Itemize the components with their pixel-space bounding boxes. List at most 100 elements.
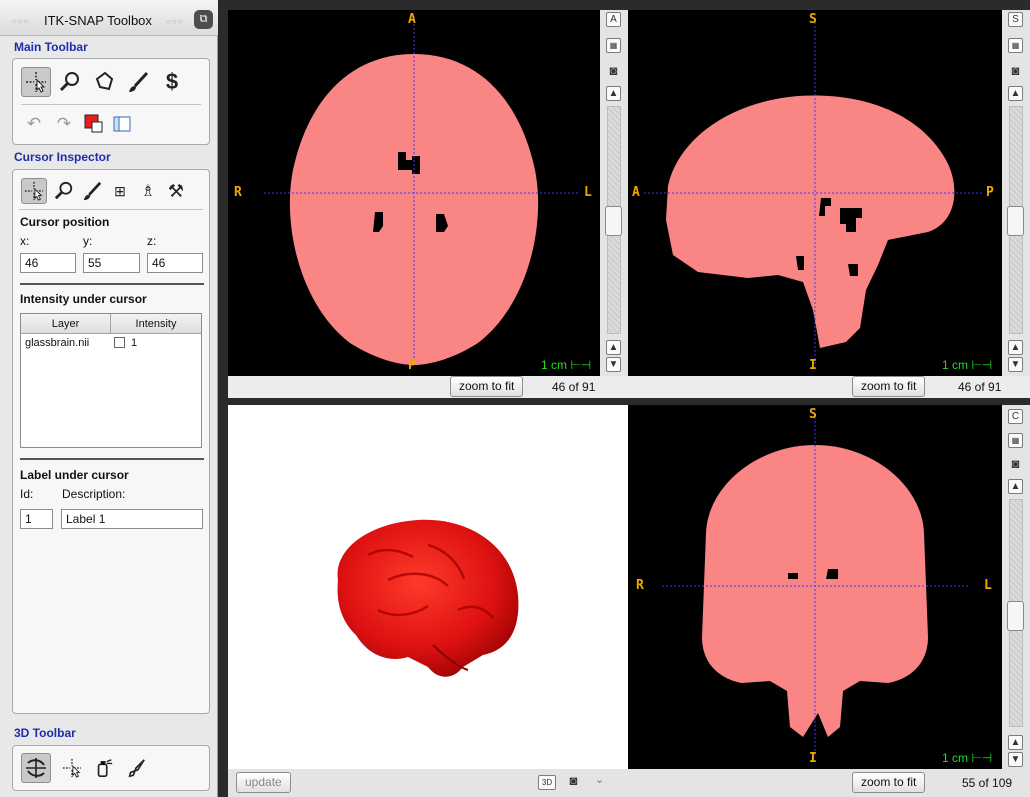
scroll-up-icon[interactable]: ▲	[606, 340, 621, 355]
sagittal-sidebar: S ▦ ◙ ▲ ▲ ▼	[1002, 10, 1030, 376]
crosshair-3d-icon[interactable]	[59, 755, 85, 781]
coronal-view[interactable]: S I R L 1 cm ⊢⊣	[628, 405, 1002, 769]
sagittal-bottom-label: I	[809, 358, 817, 373]
y-label: y:	[83, 234, 93, 248]
toolbox-titlebar[interactable]: ○○○ ITK-SNAP Toolbox ○○○ ⧉	[0, 0, 218, 36]
coronal-right-label: L	[984, 578, 992, 593]
crosshair-tab-icon[interactable]	[21, 178, 47, 204]
scale-label: 1 cm	[942, 358, 969, 372]
grip-icon: ○○○	[166, 17, 184, 26]
table-row-intensity[interactable]: 1	[114, 335, 200, 352]
scroll-up-icon[interactable]: ▲	[606, 86, 621, 101]
layer-column-header[interactable]: Layer	[21, 314, 111, 334]
paintbrush-tab-icon[interactable]	[79, 178, 105, 204]
scroll-up-icon[interactable]: ▲	[1008, 340, 1023, 355]
camera-icon[interactable]: ◙	[609, 63, 618, 78]
main-toolbar-title: Main Toolbar	[14, 40, 88, 54]
scroll-up-icon[interactable]: ▲	[1008, 479, 1023, 494]
crosshair-tool-icon[interactable]	[21, 67, 51, 97]
intensity-column-header[interactable]: Intensity	[111, 314, 201, 334]
axial-zoom-to-fit-button[interactable]: zoom to fit	[450, 376, 524, 397]
coronal-sidebar: C ▦ ◙ ▲ ▲ ▼	[1002, 405, 1030, 769]
axial-scale-bar: 1 cm ⊢⊣	[541, 358, 592, 372]
brain-mesh	[337, 519, 519, 677]
slice-scroll-thumb[interactable]	[1007, 206, 1024, 236]
slice-scroll-thumb[interactable]	[1007, 601, 1024, 631]
redo-icon[interactable]: ↷	[56, 114, 72, 133]
polygon-tool-icon[interactable]	[91, 69, 117, 95]
chevron-down-icon[interactable]: ⌄	[594, 774, 605, 786]
scroll-down-icon[interactable]: ▼	[1008, 752, 1023, 767]
axial-view[interactable]: A P R L 1 cm ⊢⊣	[228, 10, 600, 376]
coronal-zoom-to-fit-button[interactable]: zoom to fit	[852, 772, 926, 793]
grid-icon[interactable]: ▦	[606, 38, 621, 53]
scalpel-icon[interactable]	[123, 755, 149, 781]
cursor-x-field[interactable]: 46	[20, 253, 76, 273]
sagittal-bottom-bar: zoom to fit 46 of 91	[628, 376, 1030, 398]
intensity-heading: Intensity under cursor	[20, 292, 147, 306]
detach-icon[interactable]: ⧉	[194, 10, 213, 29]
sagittal-view[interactable]: S I A P 1 cm ⊢⊣	[628, 10, 1002, 376]
toolbox-panel: ○○○ ITK-SNAP Toolbox ○○○ ⧉ Main Toolbar …	[0, 0, 218, 797]
coronal-top-label: S	[809, 407, 817, 422]
table-row-layer[interactable]: glassbrain.nii	[25, 337, 90, 349]
axial-top-label: A	[408, 12, 416, 27]
label-id-field[interactable]: 1	[20, 509, 53, 529]
camera-icon[interactable]: ◙	[569, 773, 578, 788]
intensity-value: 1	[131, 337, 138, 349]
sagittal-segmentation	[644, 18, 984, 366]
spray-paint-icon[interactable]	[91, 755, 117, 781]
coronal-segmentation	[662, 413, 968, 757]
grid-icon[interactable]: ▦	[1008, 38, 1023, 53]
axial-bottom-bar: zoom to fit 46 of 91	[228, 376, 628, 398]
axial-slice-indicator: 46 of 91	[552, 380, 596, 394]
sagittal-scale-bar: 1 cm ⊢⊣	[942, 358, 993, 372]
axial-right-label: L	[584, 185, 592, 200]
tools-tab-icon[interactable]: ⚒	[167, 180, 185, 201]
cursor-inspector-title: Cursor Inspector	[14, 150, 111, 164]
update-button[interactable]: update	[236, 772, 291, 793]
camera-icon[interactable]: ◙	[1011, 63, 1020, 78]
axial-layout-button[interactable]: A	[606, 12, 621, 27]
rotate-3d-icon[interactable]	[21, 753, 51, 783]
coronal-layout-button[interactable]: C	[1008, 409, 1023, 424]
sagittal-slice-indicator: 46 of 91	[958, 380, 1002, 394]
scroll-down-icon[interactable]: ▼	[606, 357, 621, 372]
label-description-field[interactable]: Label 1	[61, 509, 203, 529]
undo-icon[interactable]: ↶	[26, 114, 42, 133]
render-3d-view[interactable]	[228, 405, 628, 769]
scroll-up-icon[interactable]: ▲	[1008, 86, 1023, 101]
sagittal-zoom-to-fit-button[interactable]: zoom to fit	[852, 376, 926, 397]
label-heading: Label under cursor	[20, 468, 129, 482]
zoom-tab-icon[interactable]	[51, 178, 77, 204]
snake-tool-icon[interactable]: $	[165, 69, 179, 94]
scale-label: 1 cm	[942, 751, 969, 765]
sagittal-top-label: S	[809, 12, 817, 27]
axial-sidebar: A ▦ ◙ ▲ ▲ ▼	[600, 10, 628, 376]
camera-icon[interactable]: ◙	[1011, 456, 1020, 471]
mode-3d-button[interactable]: 3D	[538, 775, 556, 790]
checkbox[interactable]	[114, 337, 125, 348]
axial-segmentation	[264, 16, 580, 365]
zoom-tool-icon[interactable]	[57, 69, 83, 95]
scroll-up-icon[interactable]: ▲	[1008, 735, 1023, 750]
slice-scroll-thumb[interactable]	[605, 206, 622, 236]
snake-tab-icon[interactable]: ♗	[140, 183, 156, 200]
cursor-z-field[interactable]: 46	[147, 253, 203, 273]
scale-label: 1 cm	[541, 358, 568, 372]
label-color-icon[interactable]	[81, 111, 107, 137]
table-tab-icon[interactable]: ⊞	[114, 182, 126, 199]
grid-icon[interactable]: ▦	[1008, 433, 1023, 448]
axial-left-label: R	[234, 185, 242, 200]
id-label: Id:	[20, 487, 34, 501]
layer-inspector-icon[interactable]	[109, 111, 135, 137]
sagittal-layout-button[interactable]: S	[1008, 12, 1023, 27]
intensity-table: Layer Intensity glassbrain.nii 1	[20, 313, 202, 448]
coronal-bottom-label: I	[809, 751, 817, 766]
grip-icon: ○○○	[12, 17, 30, 26]
section-rule	[20, 458, 204, 460]
scroll-down-icon[interactable]: ▼	[1008, 357, 1023, 372]
coronal-bottom-bar: zoom to fit 55 of 109	[628, 769, 1030, 797]
paintbrush-tool-icon[interactable]	[125, 69, 151, 95]
cursor-y-field[interactable]: 55	[83, 253, 140, 273]
